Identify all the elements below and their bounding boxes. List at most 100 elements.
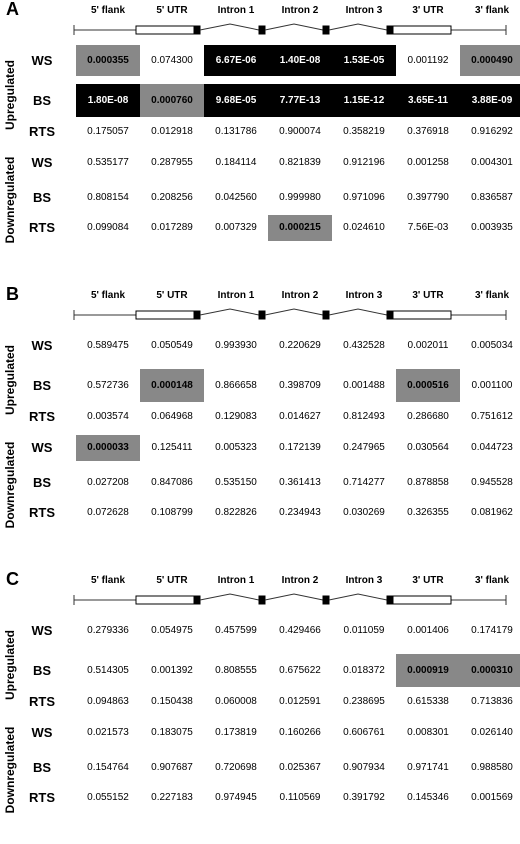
table-cell: 0.429466 xyxy=(279,625,321,636)
column-header: Intron 2 xyxy=(281,5,319,16)
row-label: RTS xyxy=(29,220,55,235)
table-cell: 0.005034 xyxy=(471,340,513,351)
table-cell: 0.866658 xyxy=(215,380,257,391)
table-cell: 0.030564 xyxy=(407,442,449,453)
table-cell: 0.060008 xyxy=(215,696,257,707)
table-cell: 0.822826 xyxy=(215,507,257,518)
row-label: RTS xyxy=(29,124,55,139)
table-cell: 0.017289 xyxy=(151,222,193,233)
group-label-text: Downregulated xyxy=(3,726,17,814)
table-cell: 0.173819 xyxy=(215,727,257,738)
table-cell: 0.175057 xyxy=(87,126,129,137)
row-label: BS xyxy=(32,93,52,108)
column-header: 3' UTR xyxy=(412,5,444,16)
column-header: Intron 1 xyxy=(217,575,255,586)
table-cell: 0.000760 xyxy=(140,84,204,117)
table-cell: 0.589475 xyxy=(87,340,129,351)
row-label: WS xyxy=(31,440,53,455)
table-cell: 1.80E-08 xyxy=(76,84,140,117)
column-header: Intron 3 xyxy=(345,575,383,586)
table-cell: 0.287955 xyxy=(151,157,193,168)
table-cell: 0.808555 xyxy=(215,665,257,676)
column-header: 5' UTR xyxy=(156,5,188,16)
table-cell: 1.53E-05 xyxy=(332,45,396,76)
column-header: 3' UTR xyxy=(412,290,444,301)
table-cell: 0.238695 xyxy=(343,696,385,707)
column-header: Intron 2 xyxy=(281,290,319,301)
table-cell: 0.974945 xyxy=(215,792,257,803)
table-cell: 0.000490 xyxy=(460,45,520,76)
table-cell: 0.030269 xyxy=(343,507,385,518)
row-label: WS xyxy=(31,725,53,740)
table-cell: 0.145346 xyxy=(407,792,449,803)
table-cell: 0.160266 xyxy=(279,727,321,738)
table-cell: 0.003574 xyxy=(87,411,129,422)
table-cell: 0.001488 xyxy=(343,380,385,391)
table-cell: 0.129083 xyxy=(215,411,257,422)
table-cell: 0.001392 xyxy=(151,665,193,676)
table-cell: 1.40E-08 xyxy=(268,45,332,76)
table-cell: 0.907687 xyxy=(151,762,193,773)
table-cell: 0.675622 xyxy=(279,665,321,676)
group-label-text: Downregulated xyxy=(3,156,17,244)
column-header: Intron 3 xyxy=(345,290,383,301)
table-cell: 0.391792 xyxy=(343,792,385,803)
table-cell: 0.055152 xyxy=(87,792,129,803)
table-cell: 0.174179 xyxy=(471,625,513,636)
table-cell: 0.007329 xyxy=(215,222,257,233)
table-cell: 0.227183 xyxy=(151,792,193,803)
gene-structure-diagram xyxy=(73,308,507,320)
group-label-text: Upregulated xyxy=(3,59,17,131)
column-header: Intron 2 xyxy=(281,575,319,586)
table-cell: 0.081962 xyxy=(471,507,513,518)
table-cell: 0.714277 xyxy=(343,477,385,488)
column-header: Intron 3 xyxy=(345,5,383,16)
table-cell: 0.150438 xyxy=(151,696,193,707)
table-cell: 0.064968 xyxy=(151,411,193,422)
table-cell: 0.457599 xyxy=(215,625,257,636)
column-header: 3' flank xyxy=(474,575,510,586)
group-label-downregulated: Downregulated xyxy=(0,150,20,250)
table-cell: 0.398709 xyxy=(279,380,321,391)
table-cell: 0.008301 xyxy=(407,727,449,738)
gene-structure-diagram xyxy=(73,593,507,605)
table-cell: 7.77E-13 xyxy=(268,84,332,117)
table-cell: 0.572736 xyxy=(87,380,129,391)
group-label-upregulated: Upregulated xyxy=(0,615,20,715)
row-label: BS xyxy=(32,378,52,393)
table-cell: 0.012591 xyxy=(279,696,321,707)
table-cell: 0.042560 xyxy=(215,192,257,203)
panel-label: A xyxy=(6,0,19,19)
table-cell: 0.099084 xyxy=(87,222,129,233)
row-label: WS xyxy=(31,338,53,353)
table-cell: 6.67E-06 xyxy=(204,45,268,76)
row-label: RTS xyxy=(29,409,55,424)
table-cell: 0.993930 xyxy=(215,340,257,351)
group-label-text: Upregulated xyxy=(3,344,17,416)
table-cell: 0.000355 xyxy=(76,45,140,76)
table-cell: 0.812493 xyxy=(343,411,385,422)
table-cell: 0.900074 xyxy=(279,126,321,137)
table-cell: 0.024610 xyxy=(343,222,385,233)
table-cell: 0.606761 xyxy=(343,727,385,738)
table-cell: 0.002011 xyxy=(407,340,449,351)
row-label: RTS xyxy=(29,790,55,805)
column-header: Intron 1 xyxy=(217,290,255,301)
table-cell: 0.021573 xyxy=(87,727,129,738)
table-cell: 0.110569 xyxy=(279,792,321,803)
table-cell: 0.376918 xyxy=(407,126,449,137)
table-cell: 0.916292 xyxy=(471,126,513,137)
table-cell: 0.808154 xyxy=(87,192,129,203)
table-cell: 0.821839 xyxy=(279,157,321,168)
table-cell: 0.751612 xyxy=(471,411,513,422)
table-cell: 0.907934 xyxy=(343,762,385,773)
row-label: BS xyxy=(32,663,52,678)
group-label-text: Upregulated xyxy=(3,629,17,701)
table-cell: 0.001100 xyxy=(471,380,513,391)
column-header: 3' flank xyxy=(474,5,510,16)
table-cell: 0.154764 xyxy=(87,762,129,773)
row-label: WS xyxy=(31,155,53,170)
table-cell: 1.15E-12 xyxy=(332,84,396,117)
row-label: BS xyxy=(32,760,52,775)
table-cell: 0.999980 xyxy=(279,192,321,203)
